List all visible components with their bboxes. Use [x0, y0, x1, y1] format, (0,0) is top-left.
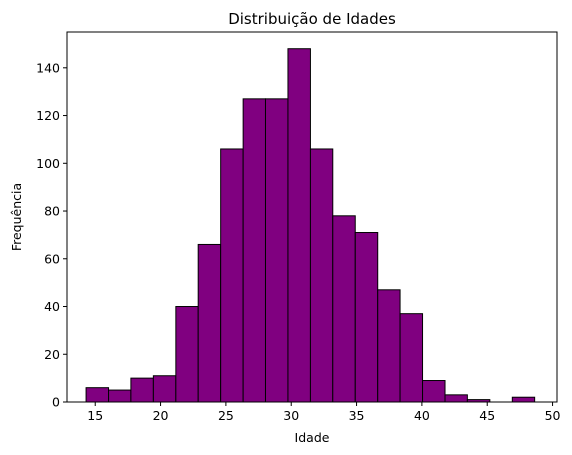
histogram-bar [399, 313, 424, 403]
x-tick-label: 30 [283, 408, 299, 423]
histogram-bar [130, 377, 154, 403]
x-tick-label: 15 [87, 408, 103, 423]
x-tick-label: 35 [349, 408, 365, 423]
histogram-bar [152, 375, 177, 403]
x-tick-label: 45 [479, 408, 495, 423]
histogram-bar [511, 396, 536, 403]
bars-group [85, 48, 536, 403]
histogram-bar [332, 215, 356, 403]
histogram-bar [377, 289, 401, 403]
x-tick-label: 20 [153, 408, 169, 423]
histogram-bar [422, 380, 446, 403]
histogram-bar [220, 148, 244, 403]
histogram-bar [309, 148, 334, 403]
x-tick-label: 50 [545, 408, 561, 423]
histogram-bar [287, 48, 311, 403]
y-tick-label: 20 [44, 347, 60, 362]
y-tick-label: 80 [44, 204, 60, 219]
histogram-bar [85, 387, 110, 403]
y-tick-label: 140 [36, 60, 60, 75]
y-axis-label: Frequência [9, 183, 24, 251]
y-tick-label: 100 [36, 156, 60, 171]
x-tick-label: 25 [218, 408, 234, 423]
x-tick-label: 40 [414, 408, 430, 423]
y-tick-label: 40 [44, 299, 60, 314]
histogram-bar [175, 306, 199, 403]
histogram-bar [108, 389, 132, 403]
y-tick-label: 0 [52, 395, 60, 410]
x-axis: 15 20 25 30 35 40 45 50 [87, 402, 561, 423]
y-axis: 0 20 40 60 80 100 120 140 [36, 60, 67, 410]
histogram-bar [444, 394, 468, 403]
histogram-bar [264, 98, 289, 403]
y-tick-label: 60 [44, 251, 60, 266]
histogram-bar [354, 232, 379, 403]
y-tick-label: 120 [36, 108, 60, 123]
plot-frame [66, 31, 558, 403]
chart-title: Distribuição de Idades [228, 10, 396, 28]
x-axis-label: Idade [295, 430, 330, 445]
histogram-bar [197, 243, 222, 403]
histogram-bar [242, 98, 266, 403]
